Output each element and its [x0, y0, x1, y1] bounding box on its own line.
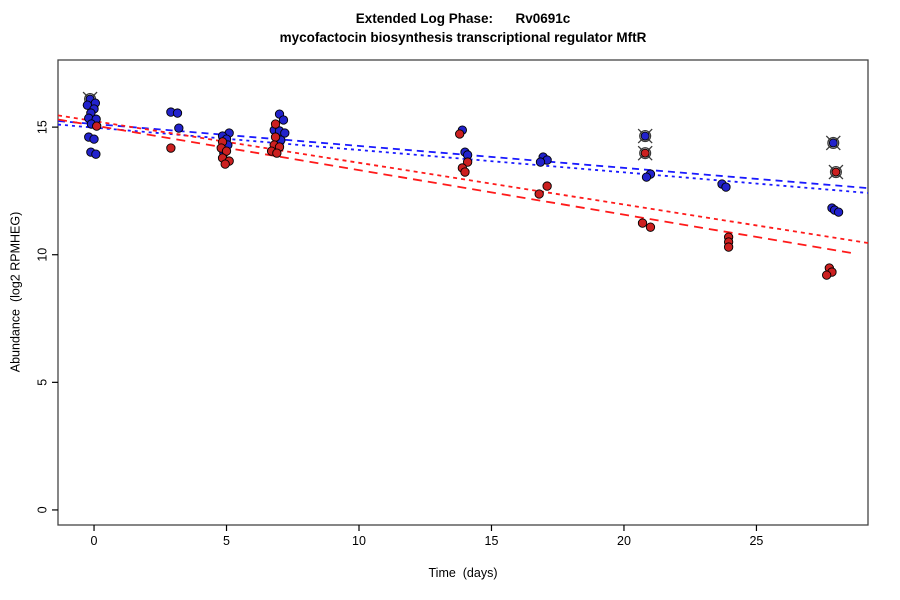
data-point-red: [542, 181, 552, 191]
chart-title: Extended Log Phase: Rv0691c: [355, 11, 571, 26]
data-point-red: [637, 218, 648, 228]
outlier-ring-blue: [827, 136, 840, 149]
data-point-blue: [833, 207, 844, 217]
trend-line-red-long-dash: [57, 118, 855, 255]
chart-subtitle: mycofactocin biosynthesis transcriptiona…: [279, 30, 647, 45]
data-point-blue: [721, 182, 731, 192]
data-point-red: [460, 167, 470, 177]
trend-line-blue-long-dash: [57, 120, 869, 190]
data-point-blue: [278, 115, 289, 125]
data-point-red: [270, 119, 281, 129]
data-point-red: [822, 270, 832, 280]
data-point-blue: [89, 134, 99, 144]
data-point-blue: [535, 157, 546, 167]
x-axis-title: Time (days): [428, 566, 498, 580]
data-point-red: [723, 242, 734, 252]
outlier-ring-red: [829, 165, 842, 179]
y-tick-label: 10: [35, 248, 49, 262]
outlier-ring-blue: [639, 130, 652, 143]
y-tick-label: 5: [35, 379, 49, 386]
x-tick-label: 10: [352, 534, 366, 548]
data-point-red: [645, 222, 656, 232]
data-point-red: [534, 189, 544, 199]
x-tick-label: 5: [223, 534, 230, 548]
x-tick-label: 15: [485, 534, 499, 548]
plot-box: [57, 59, 869, 526]
data-point-blue: [641, 172, 652, 182]
data-point-red: [272, 148, 282, 158]
data-point-red: [462, 157, 473, 167]
x-tick-label: 20: [617, 534, 631, 548]
outlier-point-red: [831, 167, 841, 177]
data-point-blue: [91, 149, 101, 159]
data-point-red: [270, 132, 281, 142]
data-point-blue: [172, 108, 183, 118]
outlier-point-blue: [640, 131, 650, 141]
data-point-red: [166, 143, 176, 153]
data-point-red: [220, 159, 230, 169]
data-point-blue: [174, 123, 184, 133]
outlier-ring-red: [639, 147, 652, 160]
y-tick-label: 0: [35, 506, 49, 513]
trend-line-red-short-dash: [57, 114, 869, 244]
x-tick-label: 25: [749, 534, 763, 548]
outlier-point-red: [640, 148, 650, 158]
data-point-red: [92, 121, 102, 131]
data-point-blue: [280, 128, 290, 138]
y-tick-label: 15: [35, 120, 49, 134]
data-point-red: [221, 146, 232, 156]
x-tick-label: 0: [91, 534, 98, 548]
outlier-point-blue: [828, 138, 838, 148]
data-point-red: [455, 129, 465, 139]
